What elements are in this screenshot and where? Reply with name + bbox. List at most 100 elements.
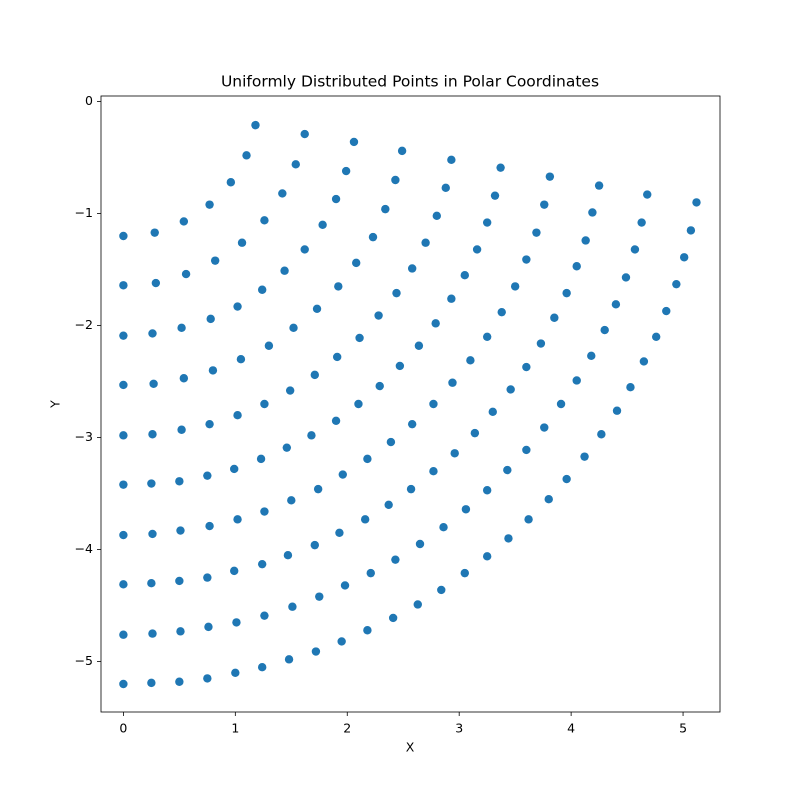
point <box>335 528 344 537</box>
point <box>208 366 218 375</box>
point <box>439 523 448 532</box>
point <box>597 430 606 439</box>
point <box>176 627 185 636</box>
point <box>119 380 128 390</box>
point <box>532 228 541 237</box>
point <box>510 282 520 291</box>
point <box>177 425 186 434</box>
point <box>181 269 191 279</box>
point <box>151 278 161 288</box>
point <box>264 341 274 350</box>
point <box>672 279 681 289</box>
point <box>594 181 604 190</box>
point <box>540 200 549 209</box>
point <box>331 194 341 204</box>
point <box>119 331 128 340</box>
x-tick-label: 4 <box>567 721 575 736</box>
point <box>630 245 640 254</box>
point <box>572 376 581 385</box>
point <box>119 530 128 540</box>
point <box>280 266 289 275</box>
point <box>236 355 246 364</box>
point <box>210 256 220 265</box>
point <box>340 581 350 590</box>
point <box>580 452 589 461</box>
point <box>556 399 566 409</box>
point <box>461 505 471 514</box>
point <box>150 228 159 237</box>
point <box>448 378 457 387</box>
point <box>147 579 156 588</box>
point <box>338 470 347 479</box>
point <box>600 325 609 335</box>
point <box>148 529 157 539</box>
point <box>536 339 546 348</box>
point <box>278 189 287 198</box>
point <box>176 526 185 535</box>
point <box>391 555 400 564</box>
point <box>363 454 372 464</box>
point <box>313 484 323 494</box>
point <box>460 271 469 280</box>
point <box>686 226 696 235</box>
point <box>332 352 342 362</box>
point <box>331 416 341 425</box>
point <box>311 647 321 656</box>
point <box>421 238 430 247</box>
point <box>662 306 671 316</box>
point <box>349 137 359 147</box>
point <box>466 356 475 365</box>
point <box>310 540 319 550</box>
point <box>588 208 597 217</box>
point <box>257 285 267 294</box>
point <box>232 618 241 627</box>
point <box>395 361 405 371</box>
y-axis-label: Y <box>48 400 63 409</box>
y-tick-label: −4 <box>75 541 93 556</box>
point <box>300 245 309 254</box>
point <box>119 281 128 290</box>
point <box>637 218 646 227</box>
point <box>388 613 398 623</box>
point <box>300 129 309 139</box>
point <box>391 175 400 185</box>
y-tick-label: −1 <box>75 205 93 220</box>
y-tick-label: 0 <box>85 93 93 108</box>
point <box>179 374 189 383</box>
point <box>283 551 293 560</box>
point <box>482 218 492 227</box>
point <box>562 288 571 298</box>
point <box>524 515 533 524</box>
y-tick-label: −2 <box>75 317 93 332</box>
point <box>205 521 214 531</box>
point <box>284 655 294 664</box>
point <box>205 200 214 209</box>
point <box>447 155 456 165</box>
point <box>206 314 215 324</box>
point <box>366 568 375 578</box>
point <box>119 580 128 589</box>
point <box>679 253 689 262</box>
point <box>230 566 239 576</box>
point <box>242 151 251 160</box>
point <box>545 172 555 181</box>
x-tick-label: 0 <box>119 721 127 736</box>
point <box>504 534 513 543</box>
point <box>496 163 505 172</box>
point <box>119 480 128 489</box>
point <box>587 351 596 361</box>
point <box>470 428 480 438</box>
plot-frame <box>100 95 721 713</box>
point <box>177 323 186 333</box>
point <box>315 592 324 601</box>
point <box>522 255 531 264</box>
point <box>612 406 622 415</box>
point <box>334 282 343 291</box>
point <box>429 467 438 476</box>
x-tick-label: 3 <box>455 721 463 736</box>
point <box>233 411 242 420</box>
point <box>386 437 396 447</box>
point <box>643 190 652 199</box>
point <box>431 319 440 328</box>
